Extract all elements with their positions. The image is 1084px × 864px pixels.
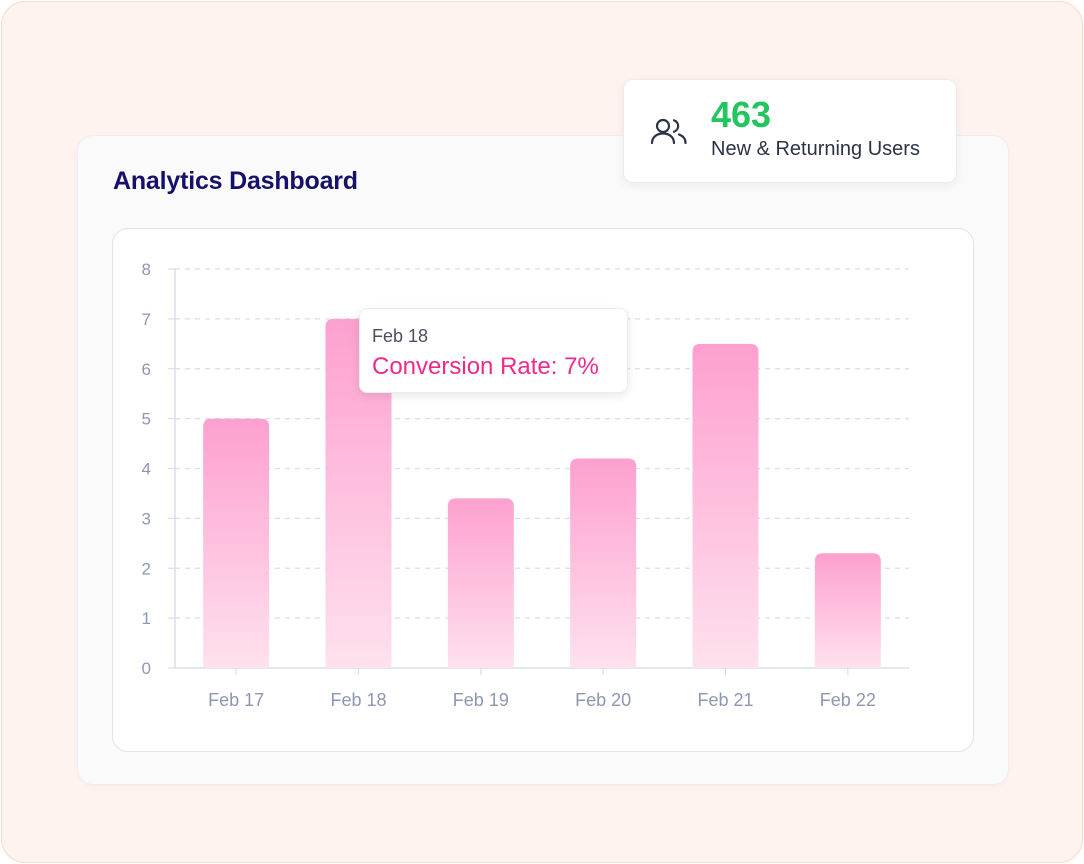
x-tick-label: Feb 22 (820, 690, 876, 710)
tooltip-value: Conversion Rate: 7% (372, 353, 599, 380)
users-count: 463 (711, 94, 772, 135)
bar-feb-18[interactable] (325, 318, 392, 668)
chart-card: 0 1 2 3 4 5 6 7 8 Feb 17 Feb 18 Feb 19 Feb 20 Feb 21… (112, 228, 974, 752)
users-icon (648, 116, 690, 148)
x-tick-label: Feb 21 (697, 690, 753, 710)
tooltip-date: Feb 18 (372, 326, 429, 346)
dashboard-title: Analytics Dashboard (113, 167, 358, 195)
y-tick-label: 4 (142, 460, 151, 479)
y-tick-label: 6 (142, 360, 151, 379)
chart-tooltip: Feb 18 Conversion Rate: 7% (359, 308, 628, 393)
users-stat-card[interactable]: 463 New & Returning Users (623, 79, 957, 183)
y-tick-label: 0 (142, 659, 151, 678)
x-tick-label: Feb 20 (575, 690, 631, 710)
x-tick-label: Feb 18 (330, 690, 386, 710)
x-tick-label: Feb 19 (453, 690, 509, 710)
y-tick-label: 1 (142, 609, 151, 628)
bar-feb-20[interactable] (570, 458, 637, 668)
bar-feb-17[interactable] (203, 418, 270, 668)
y-tick-label: 7 (142, 310, 151, 329)
x-tick-label: Feb 17 (208, 690, 264, 710)
bar-feb-22[interactable] (814, 553, 881, 668)
y-tick-label: 3 (142, 509, 151, 528)
y-tick-label: 8 (142, 260, 151, 279)
bar-chart: 0 1 2 3 4 5 6 7 8 Feb 17 Feb 18 Feb 19 Feb 20 Feb 21… (142, 260, 909, 710)
y-tick-label: 2 (142, 559, 151, 578)
users-label: New & Returning Users (711, 138, 920, 160)
bar-feb-19[interactable] (447, 498, 514, 668)
bar-feb-21[interactable] (692, 343, 759, 668)
y-tick-label: 5 (142, 410, 151, 429)
